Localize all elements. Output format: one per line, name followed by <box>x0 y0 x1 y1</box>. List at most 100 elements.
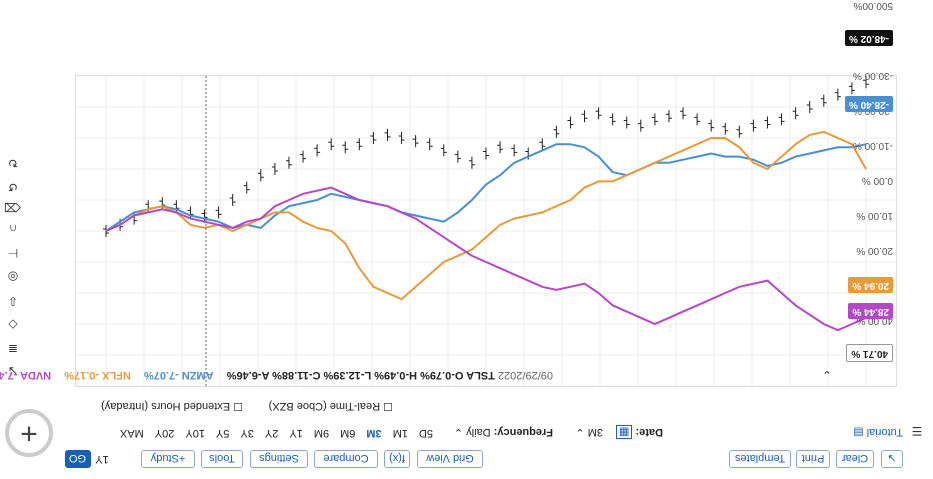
grid-view-button[interactable]: Grid View <box>417 450 483 468</box>
range-2y[interactable]: 2Y <box>264 427 279 439</box>
tsla-ohlc-bar <box>440 144 447 157</box>
tsla-ohlc-bar <box>694 113 701 126</box>
circle-tool-icon[interactable]: ◎ <box>7 270 19 284</box>
erase-icon[interactable]: ⌫ <box>4 200 21 214</box>
tsla-ohlc-bar <box>609 113 616 126</box>
tsla-ohlc-bar <box>553 125 560 138</box>
range-icon[interactable]: ⊢ <box>7 246 19 260</box>
tsla-ohlc-bar <box>356 138 363 151</box>
tsla-ohlc-bar <box>342 141 349 154</box>
tsla-ohlc-bar <box>708 119 715 132</box>
tsla-ohlc-bar <box>820 94 827 107</box>
range-10y[interactable]: 10Y <box>185 427 205 439</box>
chart-area[interactable] <box>75 75 897 387</box>
range-3m[interactable]: 3M <box>366 427 382 439</box>
y-tick: 20.00 % <box>856 245 893 256</box>
tsla-ohlc-bar <box>243 181 250 194</box>
period-value: 3M <box>587 426 603 438</box>
tutorial-link[interactable]: Tutorial ▤ <box>853 426 903 438</box>
tsla-ohlc-bar <box>595 107 602 120</box>
fullscreen-button[interactable]: ↘ <box>881 450 903 468</box>
arrow-icon[interactable]: ⇩ <box>7 294 19 308</box>
range-1y[interactable]: 1Y <box>289 427 303 439</box>
tsla-ohlc-bar <box>806 101 813 113</box>
go-button[interactable]: GO <box>65 450 91 468</box>
tsla-ohlc-bar <box>848 82 855 95</box>
tsla-ohlc-bar <box>271 163 278 175</box>
tsla-ohlc-bar <box>257 169 264 182</box>
tsla-ohlc-bar <box>750 119 757 132</box>
range-5y[interactable]: 5Y <box>215 427 230 439</box>
clear-button[interactable]: Clear <box>836 450 874 468</box>
measure-icon[interactable]: ≣ <box>7 342 19 356</box>
tsla-ohlc-bar <box>834 88 841 101</box>
period-dropdown[interactable]: 3M ⌄ <box>575 426 603 438</box>
y-tick: -10.00 % <box>852 140 893 151</box>
magnet-icon[interactable]: ∩ <box>8 222 18 236</box>
range-3y[interactable]: 3Y <box>240 427 254 439</box>
y-tick: 0.00 % <box>861 175 893 186</box>
tsla-ohlc-bar <box>328 138 335 151</box>
fx-button[interactable]: f(x) <box>384 450 410 468</box>
tsla-ohlc-bar <box>778 113 785 126</box>
frequency-label: Frequency: <box>493 426 553 438</box>
compare-button[interactable]: Compare <box>314 450 378 468</box>
redo-icon[interactable]: ↻ <box>7 156 19 170</box>
zoom-in-icon[interactable]: + <box>5 409 53 457</box>
tsla-ohlc-bar <box>384 128 391 141</box>
tsla-ohlc-bar <box>511 144 518 157</box>
amzn-price-label: -28.40 % <box>844 96 893 112</box>
range-6m[interactable]: 6M <box>340 427 356 439</box>
chart-svg <box>76 76 896 386</box>
date-label: Date: <box>635 426 663 438</box>
tsla-ohlc-bar <box>567 116 574 129</box>
tsla-ohlc-bar <box>863 76 869 89</box>
tsla-ohlc-bar <box>792 107 799 120</box>
range-1m[interactable]: 1M <box>392 427 408 439</box>
tsla-ohlc-bar <box>722 122 729 135</box>
menu-icon[interactable]: ☰ <box>911 424 923 438</box>
print-button[interactable]: Print <box>796 450 830 468</box>
tsla-ohlc-bar <box>665 110 672 123</box>
templates-button[interactable]: Templates <box>729 450 791 468</box>
tsla-ohlc-bar <box>539 138 546 151</box>
collapse-legend-icon[interactable]: ⌄ <box>821 368 833 382</box>
tsla-ohlc-bar <box>412 135 419 148</box>
undo-icon[interactable]: ↺ <box>7 180 19 194</box>
range-9m[interactable]: 9M <box>313 427 330 439</box>
tsla-ohlc-bar <box>468 156 475 169</box>
tsla-ohlc-bar <box>285 156 292 169</box>
nflx-price-label: 20.94 % <box>848 277 893 293</box>
tsla-ohlc-bar <box>314 144 321 157</box>
tutorial-label: Tutorial <box>866 426 903 438</box>
extended-hours-option[interactable]: ☐ Extended Hours (Intraday) <box>101 400 243 412</box>
pointer-icon[interactable]: ↘ <box>7 364 19 378</box>
frequency-value: Daily <box>466 426 491 438</box>
date-picker[interactable]: Date: ▦ <box>616 425 663 439</box>
y-tick: -30.00 % <box>852 70 893 81</box>
range-20y[interactable]: 20Y <box>154 427 175 439</box>
legend-row: 09/29/2022 TSLA O-0.79% H-0.49% L-12.39%… <box>0 369 553 381</box>
tsla-ohlc-bar <box>370 132 377 144</box>
tsla-ohlc-bar <box>398 132 405 144</box>
tsla-ohlc-bar <box>637 119 644 132</box>
tsla-ohlc-bar <box>454 150 461 163</box>
tools-button[interactable]: Tools <box>201 450 243 468</box>
realtime-option[interactable]: ☐ Real-Time (Cboe BZX) <box>268 400 393 412</box>
nvda-line <box>105 186 867 332</box>
tsla-ohlc-bar <box>623 116 630 129</box>
frequency-group[interactable]: Frequency: Daily ⌄ <box>453 426 553 438</box>
tsla-ohlc-bar <box>483 147 489 160</box>
tsla-ohlc-bar <box>581 110 588 123</box>
realtime-label: Real-Time (Cboe BZX) <box>268 400 381 412</box>
range-selector: 5D 1M 3M 6M 9M 1Y 2Y 3Y 5Y 10Y 20Y MAX <box>109 423 433 439</box>
range-5d[interactable]: 5D <box>418 427 433 439</box>
study-button[interactable]: +Study <box>141 450 195 468</box>
tsla-ohlc-bar <box>764 116 771 129</box>
cursor-price-label: 40.71 % <box>846 344 893 362</box>
range-max[interactable]: MAX <box>119 427 144 439</box>
shapes-icon[interactable]: ◇ <box>8 318 18 332</box>
settings-button[interactable]: Settings <box>250 450 308 468</box>
tsla-ohlc-bar <box>651 113 658 126</box>
calendar-icon[interactable]: ▦ <box>616 425 633 439</box>
